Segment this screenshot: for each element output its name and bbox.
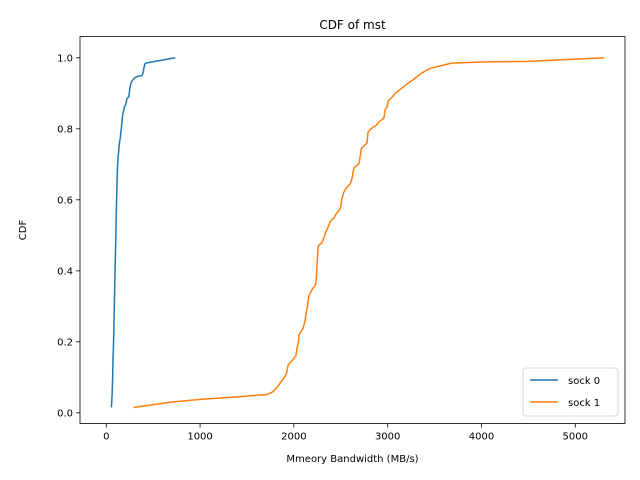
y-tick-label: 1.0 — [57, 53, 73, 64]
y-tick-label: 0.0 — [57, 408, 73, 419]
y-tick-label: 0.6 — [57, 195, 73, 206]
series-line-sock-0 — [110, 57, 176, 408]
y-axis-label: CDF — [18, 220, 29, 241]
y-tick-label: 0.2 — [57, 337, 73, 348]
legend: sock 0 sock 1 — [522, 367, 619, 417]
x-tick-label: 1000 — [187, 432, 212, 443]
y-tick-label: 0.4 — [57, 266, 73, 277]
plot-frame — [79, 36, 626, 424]
legend-label-sock-0: sock 0 — [568, 376, 600, 387]
x-axis-ticks: 0 1000 2000 3000 4000 5000 — [103, 423, 588, 443]
plot-lines — [110, 57, 605, 409]
x-tick-label: 5000 — [563, 432, 588, 443]
x-tick-label: 4000 — [469, 432, 494, 443]
x-axis-label: Mmeory Bandwidth (MB/s) — [286, 454, 418, 465]
y-axis-ticks: 0.0 0.2 0.4 0.6 0.8 1.0 — [57, 53, 80, 419]
y-tick-label: 0.8 — [57, 124, 73, 135]
x-tick-label: 3000 — [375, 432, 400, 443]
x-tick-label: 0 — [103, 432, 109, 443]
series-line-sock-1 — [133, 57, 605, 409]
x-tick-label: 2000 — [281, 432, 306, 443]
chart-title: CDF of mst — [319, 18, 386, 32]
legend-label-sock-1: sock 1 — [568, 398, 600, 409]
